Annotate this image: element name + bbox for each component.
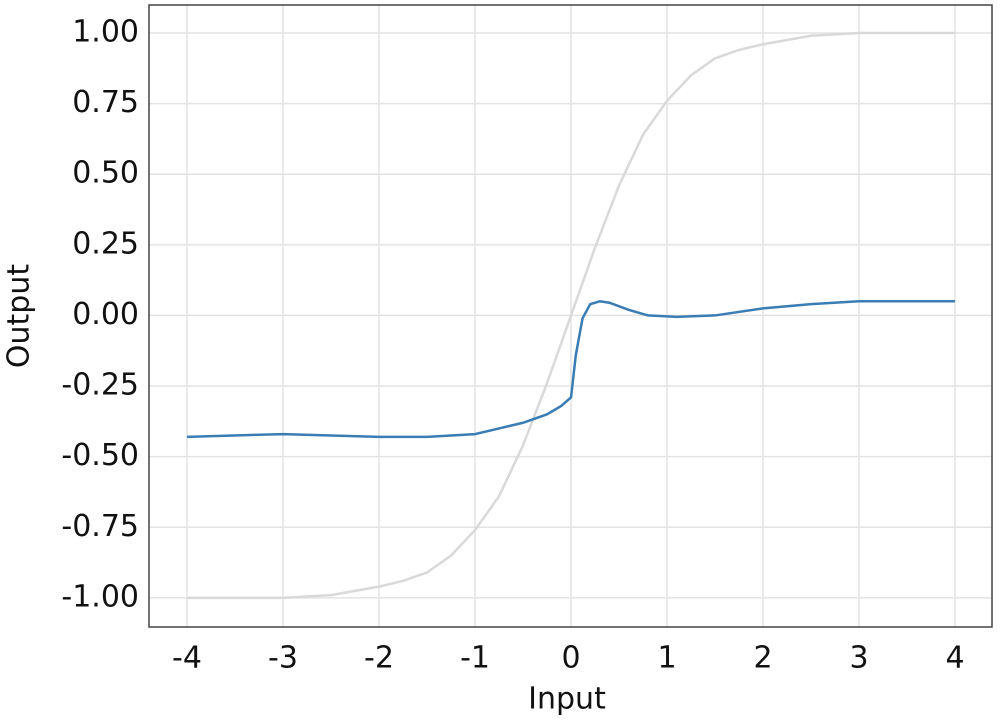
y-tick-label: -0.50 [61,438,139,473]
x-tick-label: -4 [172,641,202,676]
x-tick-label: 0 [561,641,580,676]
line [187,31,956,600]
line [186,300,956,439]
x-tick-label: 2 [753,641,772,676]
y-tick-label: 1.00 [72,14,139,49]
x-axis-label: Input [528,682,606,717]
y-tick-label: 0.75 [72,85,139,120]
x-tick-label: 1 [657,641,676,676]
y-tick-label: -1.00 [61,579,139,614]
x-tick-label: -3 [268,641,298,676]
y-tick-label: -0.25 [61,368,139,403]
x-tick-label: -2 [364,641,394,676]
x-tick-label: 4 [945,641,964,676]
y-tick-label: 0.00 [72,297,139,332]
y-axis-label: Output [2,264,37,368]
y-tick-label: -0.75 [61,509,139,544]
x-tick-label: -1 [460,641,490,676]
y-tick-label: 0.50 [72,156,139,191]
plot-frame [148,4,993,628]
y-tick-label: 0.25 [72,226,139,261]
x-tick-label: 3 [849,641,868,676]
